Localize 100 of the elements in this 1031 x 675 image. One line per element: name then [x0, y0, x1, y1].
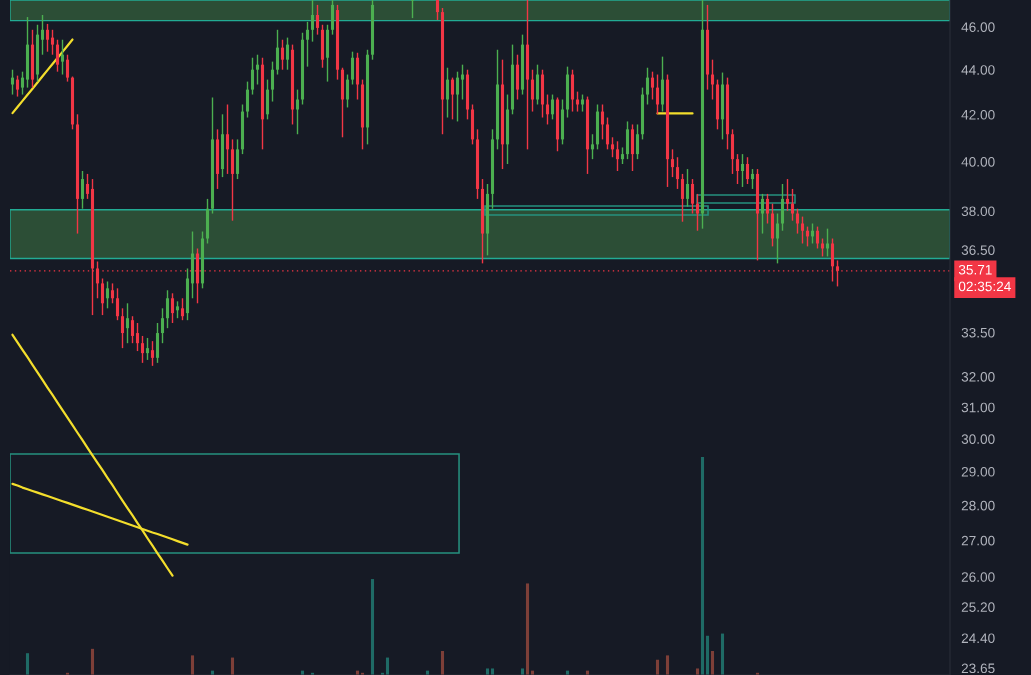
y-tick-label: 46.00 — [961, 22, 995, 32]
candlestick — [605, 116, 610, 151]
candlestick — [120, 307, 125, 349]
bar — [490, 668, 495, 675]
candlestick — [65, 54, 70, 83]
candlestick — [455, 70, 460, 123]
y-tick-label: 29.00 — [961, 466, 995, 477]
candlestick — [40, 14, 45, 56]
candlestick — [110, 282, 115, 304]
candlestick — [350, 50, 355, 86]
candlestick — [115, 287, 120, 321]
y-tick-label: 25.20 — [961, 602, 995, 612]
candlestick — [790, 188, 795, 222]
candlestick — [615, 140, 620, 172]
y-tick-label: 26.00 — [961, 572, 995, 582]
candlestick — [750, 168, 755, 190]
y-tick-label: 28.00 — [961, 500, 995, 511]
bar — [25, 653, 30, 675]
candlestick — [100, 277, 105, 316]
y-tick-label: 36.50 — [961, 245, 995, 255]
candlestick — [95, 260, 100, 299]
y-tick-label: 42.00 — [961, 109, 995, 120]
candlestick — [130, 315, 135, 344]
candlestick — [645, 67, 650, 106]
y-tick-label: 31.00 — [961, 402, 995, 413]
candlestick — [800, 215, 805, 245]
candlestick — [600, 103, 605, 141]
candlestick — [60, 39, 65, 76]
y-tick-label: 27.00 — [961, 535, 995, 546]
candlestick — [80, 170, 85, 210]
candlestick — [20, 70, 25, 96]
candlestick — [285, 36, 290, 71]
candlestick — [105, 280, 110, 310]
candlestick — [760, 193, 765, 235]
candlestick — [410, 0, 415, 19]
candlestick — [255, 54, 260, 86]
bar — [665, 655, 670, 675]
y-tick-label: 23.65 — [961, 663, 995, 674]
bar — [370, 579, 375, 675]
candlestick — [815, 225, 820, 250]
y-tick-label: 30.00 — [961, 434, 995, 444]
candlestick — [345, 73, 350, 109]
candlestick — [270, 60, 275, 103]
ref-line-label: 35.71 — [958, 264, 992, 275]
candlestick — [310, 0, 315, 43]
candlestick — [150, 340, 155, 367]
candlestick — [590, 133, 595, 160]
candlestick — [250, 57, 255, 96]
candlestick — [610, 136, 615, 158]
bar — [710, 651, 715, 675]
y-tick-label: 33.50 — [961, 327, 995, 338]
text: 02:35:24 — [958, 281, 1011, 292]
candlestick — [125, 302, 130, 344]
candlestick — [45, 23, 50, 53]
candlestick — [435, 0, 440, 21]
candlestick — [225, 103, 230, 175]
candlestick — [735, 153, 740, 185]
bar — [525, 583, 530, 675]
bar — [720, 633, 725, 675]
y-tick-label: 40.00 — [961, 156, 995, 167]
candlestick — [635, 123, 640, 160]
candlestick — [530, 69, 535, 113]
candlestick — [135, 322, 140, 352]
candlestick — [315, 4, 320, 36]
candlestick — [15, 74, 20, 98]
candlestick — [670, 148, 675, 178]
candlestick — [165, 289, 170, 329]
candlestick — [825, 227, 830, 258]
candlestick — [650, 70, 655, 101]
bar — [520, 668, 525, 675]
candlestick — [305, 21, 310, 68]
candlestick — [785, 178, 790, 212]
candlestick — [795, 208, 800, 235]
bar — [440, 651, 445, 675]
y-tick-label: 32.00 — [961, 372, 995, 382]
candlestick — [50, 29, 55, 56]
candlestick — [275, 29, 280, 76]
candlestick — [280, 39, 285, 71]
bar — [485, 668, 490, 675]
candlestick — [450, 76, 455, 121]
candlestick — [675, 156, 680, 190]
bar — [705, 635, 710, 675]
bar — [90, 648, 95, 675]
candlestick — [460, 63, 465, 101]
candlestick — [695, 193, 700, 232]
candlestick — [830, 237, 835, 283]
bar — [695, 668, 700, 675]
y-tick-label: 44.00 — [961, 65, 995, 75]
candlestick — [85, 173, 90, 200]
candlestick — [170, 292, 175, 324]
candlestick — [295, 88, 300, 135]
y-tick-label: 24.40 — [961, 633, 995, 644]
candlestick — [655, 73, 660, 116]
candlestick — [550, 93, 555, 121]
candlestick — [545, 93, 550, 126]
bar — [700, 457, 705, 675]
candlestick — [160, 307, 165, 344]
candlestick — [145, 337, 150, 361]
bar — [190, 655, 195, 675]
candlestick — [765, 193, 770, 225]
